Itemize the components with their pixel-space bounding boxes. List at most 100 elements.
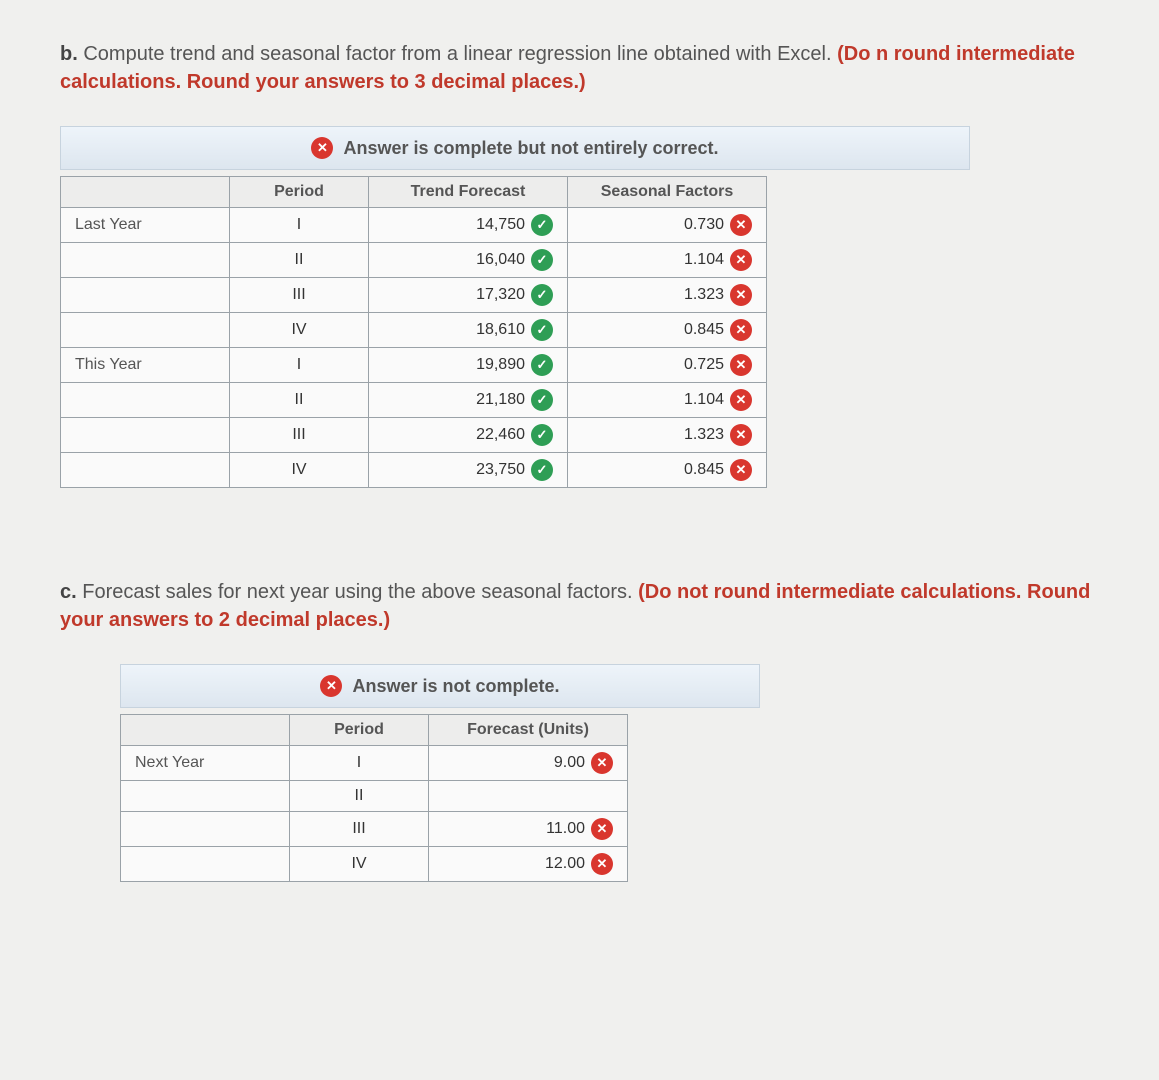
part-b: b. Compute trend and seasonal factor fro… bbox=[60, 40, 1099, 488]
trend-cell[interactable]: 14,750 ✓ bbox=[369, 208, 568, 243]
period-cell: I bbox=[290, 746, 429, 781]
trend-cell[interactable]: 18,610✓ bbox=[369, 313, 568, 348]
sf-value: 1.104 bbox=[684, 391, 724, 409]
forecast-value: 12.00 bbox=[545, 855, 585, 873]
partc-main: Forecast sales for next year using the a… bbox=[82, 581, 638, 603]
partb-prefix: b. bbox=[60, 43, 83, 65]
trend-cell[interactable]: 22,460 ✓ bbox=[369, 418, 568, 453]
period-cell: II bbox=[290, 781, 429, 812]
partb-banner: ✕ Answer is complete but not entirely co… bbox=[60, 126, 970, 170]
check-icon: ✓ bbox=[531, 284, 553, 306]
forecast-cell[interactable]: 9.00 ✕ bbox=[429, 746, 628, 781]
sf-value: 1.323 bbox=[684, 426, 724, 444]
sf-value: 0.845 bbox=[684, 461, 724, 479]
th-period: Period bbox=[230, 177, 369, 208]
group-cell: Last Year bbox=[61, 208, 230, 243]
period-cell: III bbox=[290, 812, 429, 847]
table-row: IV23,750✓0.845✕ bbox=[61, 453, 767, 488]
sf-cell[interactable]: 0.845✕ bbox=[568, 453, 767, 488]
check-icon: ✓ bbox=[531, 389, 553, 411]
period-cell: II bbox=[230, 243, 369, 278]
period-cell: II bbox=[230, 383, 369, 418]
sf-value: 0.725 bbox=[684, 356, 724, 374]
trend-value: 16,040 bbox=[476, 251, 525, 269]
table-row: II bbox=[121, 781, 628, 812]
check-icon: ✓ bbox=[531, 354, 553, 376]
trend-value: 14,750 bbox=[476, 216, 525, 234]
group-cell bbox=[121, 781, 290, 812]
trend-cell[interactable]: 16,040 ✓ bbox=[369, 243, 568, 278]
table-row: Next YearI 9.00 ✕ bbox=[121, 746, 628, 781]
group-cell: Next Year bbox=[121, 746, 290, 781]
partb-banner-text: Answer is complete but not entirely corr… bbox=[343, 138, 718, 159]
trend-cell[interactable]: 23,750✓ bbox=[369, 453, 568, 488]
sf-cell[interactable]: 1.104✕ bbox=[568, 383, 767, 418]
group-cell bbox=[61, 383, 230, 418]
forecast-cell[interactable] bbox=[429, 781, 628, 812]
group-cell bbox=[61, 243, 230, 278]
group-cell bbox=[61, 418, 230, 453]
x-icon: ✕ bbox=[730, 214, 752, 236]
table-row: III17,320✓1.323✕ bbox=[61, 278, 767, 313]
trend-value: 18,610 bbox=[476, 321, 525, 339]
partc-table: Period Forecast (Units) Next YearI9.00✕I… bbox=[120, 714, 628, 882]
period-cell: IV bbox=[230, 453, 369, 488]
x-icon: ✕ bbox=[591, 853, 613, 875]
trend-value: 19,890 bbox=[476, 356, 525, 374]
sf-value: 1.104 bbox=[684, 251, 724, 269]
check-icon: ✓ bbox=[531, 214, 553, 236]
partc-prefix: c. bbox=[60, 581, 82, 603]
forecast-cell[interactable]: 11.00 ✕ bbox=[429, 812, 628, 847]
th-blank bbox=[121, 715, 290, 746]
table-row: II21,180✓1.104✕ bbox=[61, 383, 767, 418]
trend-cell[interactable]: 17,320 ✓ bbox=[369, 278, 568, 313]
group-cell bbox=[121, 847, 290, 882]
table-row: II 16,040 ✓ 1.104✕ bbox=[61, 243, 767, 278]
x-icon: ✕ bbox=[730, 424, 752, 446]
forecast-cell[interactable]: 12.00 ✕ bbox=[429, 847, 628, 882]
period-cell: III bbox=[230, 418, 369, 453]
table-row: Last YearI 14,750 ✓ 0.730 ✕ bbox=[61, 208, 767, 243]
sf-cell[interactable]: 1.104✕ bbox=[568, 243, 767, 278]
trend-value: 22,460 bbox=[476, 426, 525, 444]
trend-value: 17,320 bbox=[476, 286, 525, 304]
th-period: Period bbox=[290, 715, 429, 746]
table-row: IV 12.00 ✕ bbox=[121, 847, 628, 882]
partc-prompt: c. Forecast sales for next year using th… bbox=[60, 578, 1099, 634]
period-cell: I bbox=[230, 208, 369, 243]
table-row: This YearI19,890✓0.725✕ bbox=[61, 348, 767, 383]
period-cell: IV bbox=[230, 313, 369, 348]
trend-cell[interactable]: 19,890 ✓ bbox=[369, 348, 568, 383]
th-blank bbox=[61, 177, 230, 208]
group-cell bbox=[61, 453, 230, 488]
sf-cell[interactable]: 0.725 ✕ bbox=[568, 348, 767, 383]
table-row: IV18,610✓ 0.845 ✕ bbox=[61, 313, 767, 348]
sf-value: 1.323 bbox=[684, 286, 724, 304]
sf-cell[interactable]: 1.323 ✕ bbox=[568, 278, 767, 313]
sf-cell[interactable]: 0.730 ✕ bbox=[568, 208, 767, 243]
check-icon: ✓ bbox=[531, 424, 553, 446]
x-icon: ✕ bbox=[311, 137, 333, 159]
table-row: III 11.00 ✕ bbox=[121, 812, 628, 847]
sf-cell[interactable]: 1.323 ✕ bbox=[568, 418, 767, 453]
forecast-value: 9.00 bbox=[554, 754, 585, 772]
th-forecast: Forecast (Units) bbox=[429, 715, 628, 746]
part-c: c. Forecast sales for next year using th… bbox=[60, 578, 1099, 882]
sf-value: 0.730 bbox=[684, 216, 724, 234]
trend-cell[interactable]: 21,180✓ bbox=[369, 383, 568, 418]
period-cell: IV bbox=[290, 847, 429, 882]
sf-value: 0.845 bbox=[684, 321, 724, 339]
forecast-value: 11.00 bbox=[546, 820, 585, 838]
x-icon: ✕ bbox=[320, 675, 342, 697]
x-icon: ✕ bbox=[591, 818, 613, 840]
check-icon: ✓ bbox=[531, 249, 553, 271]
x-icon: ✕ bbox=[591, 752, 613, 774]
x-icon: ✕ bbox=[730, 284, 752, 306]
group-cell: This Year bbox=[61, 348, 230, 383]
trend-value: 23,750 bbox=[476, 461, 525, 479]
x-icon: ✕ bbox=[730, 319, 752, 341]
partb-prompt: b. Compute trend and seasonal factor fro… bbox=[60, 40, 1099, 96]
x-icon: ✕ bbox=[730, 354, 752, 376]
partc-banner-text: Answer is not complete. bbox=[352, 676, 559, 697]
sf-cell[interactable]: 0.845 ✕ bbox=[568, 313, 767, 348]
